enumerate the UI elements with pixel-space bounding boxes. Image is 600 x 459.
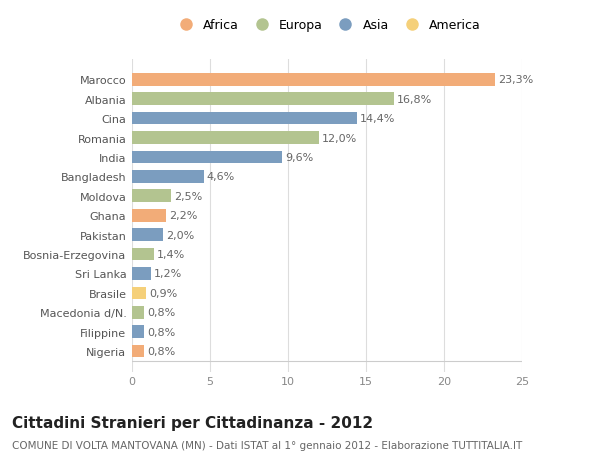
Text: 0,8%: 0,8% xyxy=(148,308,176,318)
Text: 23,3%: 23,3% xyxy=(499,75,534,85)
Text: 16,8%: 16,8% xyxy=(397,95,433,105)
Bar xyxy=(132,132,319,145)
Bar xyxy=(132,287,146,300)
Bar xyxy=(132,268,151,280)
Bar xyxy=(132,151,282,164)
Bar xyxy=(132,93,394,106)
Legend: Africa, Europa, Asia, America: Africa, Europa, Asia, America xyxy=(173,19,481,32)
Text: 14,4%: 14,4% xyxy=(360,114,395,124)
Bar xyxy=(132,325,145,338)
Bar xyxy=(132,248,154,261)
Text: 0,8%: 0,8% xyxy=(148,327,176,337)
Text: 2,5%: 2,5% xyxy=(174,191,202,202)
Text: 0,8%: 0,8% xyxy=(148,347,176,356)
Text: 12,0%: 12,0% xyxy=(322,133,358,143)
Bar xyxy=(132,229,163,241)
Text: 1,4%: 1,4% xyxy=(157,250,185,259)
Bar xyxy=(132,190,171,203)
Text: Cittadini Stranieri per Cittadinanza - 2012: Cittadini Stranieri per Cittadinanza - 2… xyxy=(12,415,373,431)
Bar xyxy=(132,112,356,125)
Text: COMUNE DI VOLTA MANTOVANA (MN) - Dati ISTAT al 1° gennaio 2012 - Elaborazione TU: COMUNE DI VOLTA MANTOVANA (MN) - Dati IS… xyxy=(12,440,522,450)
Bar xyxy=(132,345,145,358)
Bar xyxy=(132,171,204,183)
Text: 0,9%: 0,9% xyxy=(149,288,178,298)
Bar xyxy=(132,74,496,86)
Text: 4,6%: 4,6% xyxy=(207,172,235,182)
Bar xyxy=(132,306,145,319)
Bar xyxy=(132,209,166,222)
Text: 1,2%: 1,2% xyxy=(154,269,182,279)
Text: 9,6%: 9,6% xyxy=(285,153,313,162)
Text: 2,2%: 2,2% xyxy=(169,211,198,221)
Text: 2,0%: 2,0% xyxy=(166,230,194,240)
